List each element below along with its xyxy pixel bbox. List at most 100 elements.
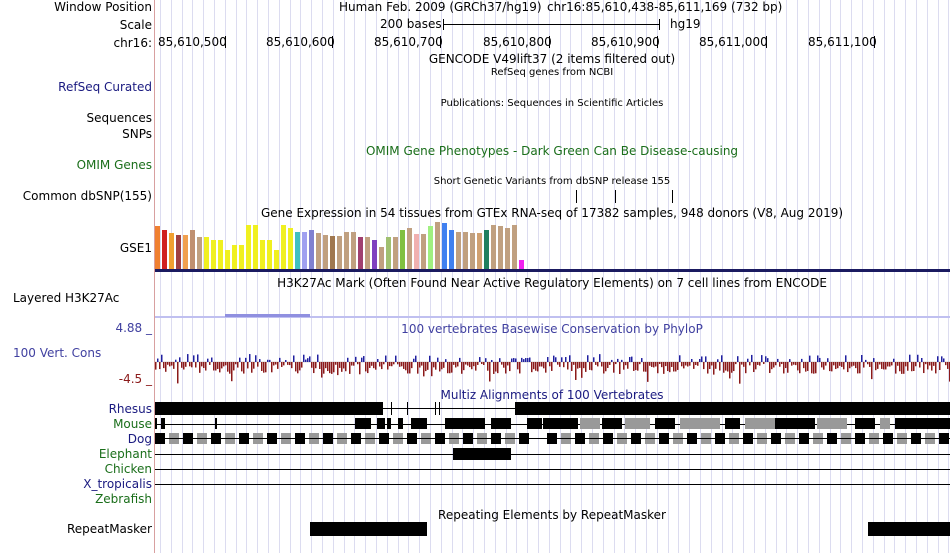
gtex-bar[interactable] — [190, 230, 195, 270]
gtex-bar[interactable] — [169, 233, 174, 270]
gtex-bar[interactable] — [232, 245, 237, 270]
gtex-bar[interactable] — [407, 228, 412, 270]
species-label-zebrafish[interactable]: Zebrafish — [95, 492, 152, 506]
species-label-dog[interactable]: Dog — [127, 432, 152, 446]
gtex-bar[interactable] — [218, 240, 223, 270]
ruler-label-6: 85,611,100 — [808, 35, 877, 49]
gtex-bar[interactable] — [197, 237, 202, 270]
gtex-bar[interactable] — [463, 232, 468, 270]
gtex-bar[interactable] — [428, 226, 433, 270]
gtex-bar[interactable] — [400, 230, 405, 270]
alignment-block — [391, 402, 392, 415]
gtex-bar[interactable] — [246, 225, 251, 270]
species-label-x_tropicalis[interactable]: X_tropicalis — [83, 477, 152, 491]
gtex-bar[interactable] — [239, 245, 244, 270]
position-readout: chr16:85,610,438-85,611,169 (732 bp) — [547, 0, 783, 14]
gtex-bar[interactable] — [155, 226, 160, 270]
track-title-gtex[interactable]: Gene Expression in 54 tissues from GTEx … — [260, 206, 844, 220]
gtex-bar[interactable] — [421, 234, 426, 270]
track-title-multiz[interactable]: Multiz Alignments of 100 Vertebrates — [440, 388, 664, 402]
track-title-refseq[interactable]: RefSeq genes from NCBI — [490, 67, 614, 78]
alignment-block — [377, 418, 385, 429]
gtex-bar[interactable] — [512, 225, 517, 270]
gtex-bar[interactable] — [456, 232, 461, 270]
label-gse1[interactable]: GSE1 — [119, 241, 152, 255]
gtex-bar[interactable] — [393, 237, 398, 270]
gtex-bar[interactable] — [204, 237, 209, 270]
gtex-bar[interactable] — [183, 235, 188, 270]
gtex-bar[interactable] — [162, 230, 167, 270]
gtex-bar[interactable] — [491, 225, 496, 270]
species-label-chicken[interactable]: Chicken — [104, 462, 152, 476]
label-repeatmasker[interactable]: RepeatMasker — [66, 522, 152, 536]
track-area[interactable] — [155, 0, 950, 553]
gtex-bar[interactable] — [344, 232, 349, 270]
gtex-bar[interactable] — [281, 225, 286, 270]
phylop-plot[interactable] — [155, 335, 950, 385]
gtex-bar[interactable] — [435, 222, 440, 270]
track-title-omim[interactable]: OMIM Gene Phenotypes - Dark Green Can Be… — [365, 144, 739, 158]
ruler-label-5: 85,611,000 — [699, 35, 768, 49]
gtex-bar[interactable] — [358, 237, 363, 270]
gtex-bar[interactable] — [323, 235, 328, 270]
gtex-bar[interactable] — [386, 237, 391, 270]
multiz-alignments[interactable] — [155, 400, 950, 510]
alignment-block — [515, 402, 950, 415]
gtex-bar[interactable] — [442, 223, 447, 270]
label-common-dbsnp[interactable]: Common dbSNP(155) — [22, 189, 152, 203]
gtex-bar[interactable] — [316, 233, 321, 270]
repeat-element[interactable] — [868, 522, 950, 536]
alignment-block — [387, 418, 391, 429]
track-title-h3k27ac[interactable]: H3K27Ac Mark (Often Found Near Active Re… — [277, 276, 827, 290]
track-title-gencode[interactable]: GENCODE V49lift37 (2 items filtered out) — [428, 52, 676, 66]
gtex-bar[interactable] — [225, 250, 230, 270]
grid-line — [225, 0, 226, 553]
gtex-bar[interactable] — [449, 230, 454, 270]
gtex-bar[interactable] — [253, 225, 258, 270]
gtex-bar[interactable] — [477, 233, 482, 270]
gtex-bar[interactable] — [414, 234, 419, 270]
gtex-bar[interactable] — [484, 230, 489, 270]
label-omim-genes[interactable]: OMIM Genes — [76, 158, 152, 172]
repeat-element[interactable] — [310, 522, 427, 536]
gtex-bar[interactable] — [260, 240, 265, 270]
label-100-vert-cons[interactable]: 100 Vert. Cons — [13, 346, 102, 360]
track-title-publications[interactable]: Publications: Sequences in Scientific Ar… — [440, 98, 664, 109]
gtex-bar[interactable] — [288, 228, 293, 270]
gtex-bar[interactable] — [379, 247, 384, 270]
track-title-repeatmasker[interactable]: Repeating Elements by RepeatMasker — [438, 508, 666, 522]
gtex-bar[interactable] — [309, 230, 314, 270]
gtex-chart[interactable] — [155, 222, 550, 270]
gtex-bar[interactable] — [337, 236, 342, 270]
gtex-bar[interactable] — [274, 250, 279, 270]
label-layered-h3k27ac[interactable]: Layered H3K27Ac — [13, 291, 120, 305]
grid-line — [851, 0, 852, 553]
gtex-bar[interactable] — [505, 228, 510, 270]
label-refseq-curated[interactable]: RefSeq Curated — [58, 80, 152, 94]
dbsnp-variant[interactable] — [576, 190, 577, 203]
gtex-bar[interactable] — [498, 226, 503, 270]
species-label-rhesus[interactable]: Rhesus — [108, 402, 152, 416]
gtex-bar[interactable] — [267, 240, 272, 270]
gtex-bar[interactable] — [302, 232, 307, 270]
gtex-bar[interactable] — [330, 236, 335, 270]
scale-bar-right-cap — [659, 19, 660, 30]
species-label-mouse[interactable]: Mouse — [113, 417, 152, 431]
grid-line — [441, 0, 442, 553]
gtex-bar[interactable] — [211, 240, 216, 270]
gtex-bar[interactable] — [295, 232, 300, 270]
dbsnp-variant[interactable] — [615, 190, 616, 203]
gtex-bar[interactable] — [176, 235, 181, 270]
track-title-phylop[interactable]: 100 vertebrates Basewise Conservation by… — [401, 322, 703, 336]
label-sequences[interactable]: Sequences — [86, 111, 152, 125]
label-snps[interactable]: SNPs — [122, 127, 152, 141]
dbsnp-variant[interactable] — [672, 190, 673, 203]
gtex-bar[interactable] — [365, 237, 370, 270]
gtex-bar[interactable] — [519, 260, 524, 270]
track-title-dbsnp[interactable]: Short Genetic Variants from dbSNP releas… — [433, 176, 671, 187]
species-label-elephant[interactable]: Elephant — [98, 447, 152, 461]
label-window-position: Window Position — [54, 0, 152, 14]
gtex-bar[interactable] — [470, 233, 475, 270]
gtex-bar[interactable] — [351, 232, 356, 270]
gtex-bar[interactable] — [372, 240, 377, 270]
